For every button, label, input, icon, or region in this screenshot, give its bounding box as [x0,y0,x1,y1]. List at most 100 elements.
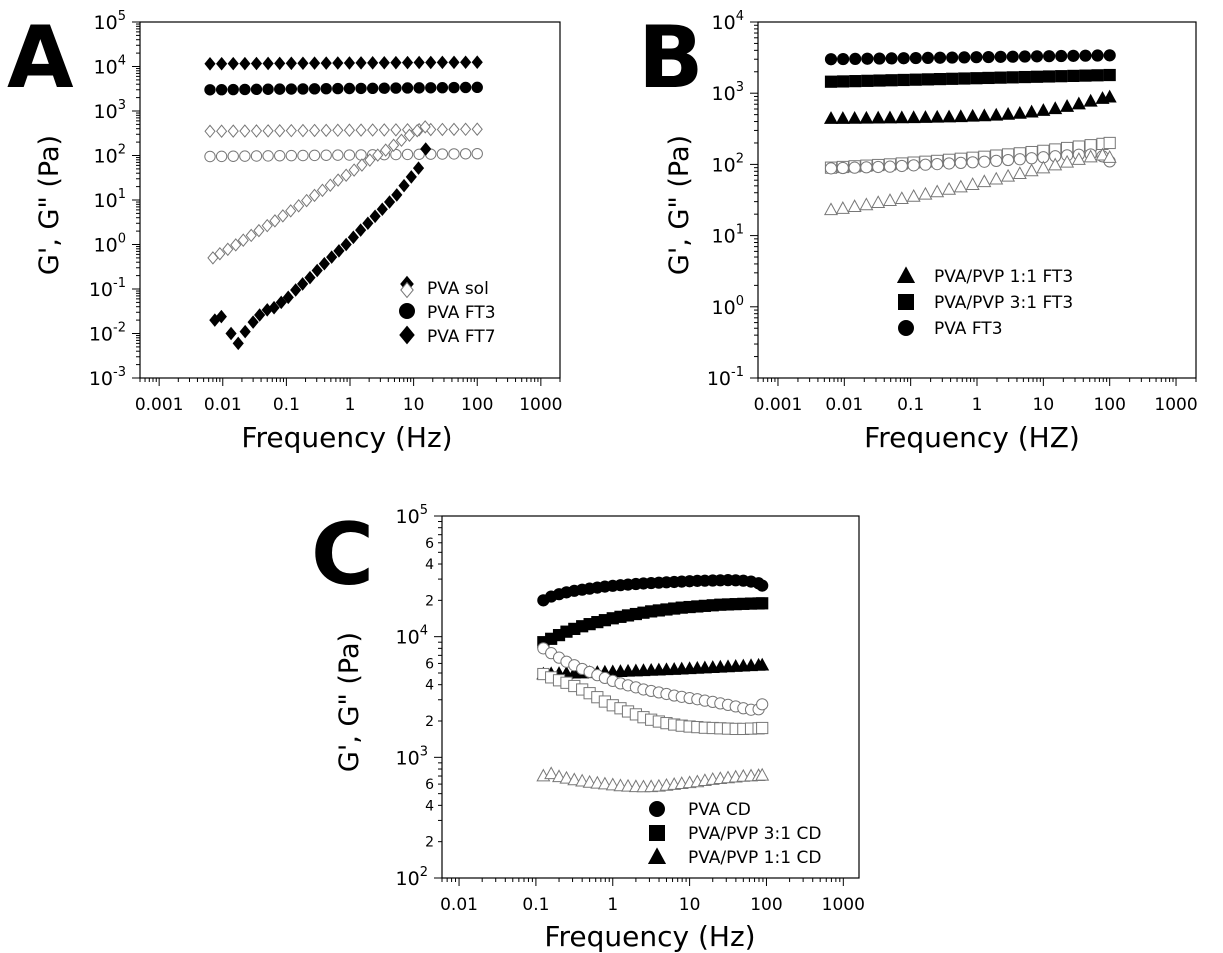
data-point [882,110,897,124]
data-point [883,160,897,173]
data-point [882,193,897,206]
x-tick-label: 1000 [519,395,562,415]
data-point [1025,152,1038,165]
data-point [419,120,431,134]
data-point [308,123,321,138]
x-tick-label: 1 [345,395,356,415]
data-point [1018,70,1031,84]
legend-label-pva-pvp-3-1-cd: PVA/PVP 3:1 CD [688,824,821,844]
series-pva-pvp-1-1-cd-g-double-prime [536,766,770,793]
data-point [250,150,263,162]
data-point [216,124,228,138]
data-point [847,199,862,212]
data-point [282,290,294,305]
y-tick-label: 10-1 [707,365,744,390]
data-point [597,776,612,790]
series-pva-ft3-g-double-prime [204,147,483,163]
legend-label-pva-pvp-3-1-ft3: PVA/PVP 3:1 FT3 [934,293,1073,313]
data-point [308,83,321,95]
data-point [909,73,922,86]
data-point [1071,96,1086,110]
data-point [285,149,298,162]
data-point [1012,166,1027,180]
data-point [755,657,770,671]
data-point [245,228,257,243]
data-point [872,160,885,174]
y-tick-label: 105 [396,503,428,528]
x-tick-label: 1000 [822,895,865,915]
y-tick-label: 10-1 [89,276,126,301]
legend-label-pva-pvp-1-1-cd: PVA/PVP 1:1 CD [688,848,821,868]
data-point [471,122,483,136]
data-point [755,767,770,781]
data-point [873,52,886,65]
legend-marker-pva-ft7 [399,325,415,345]
data-point [320,149,332,161]
data-point [398,178,410,193]
data-point [897,52,910,65]
y-minor-tick-label: 2 [425,714,434,730]
legend-marker [649,801,665,817]
data-point [448,122,460,137]
panel-c: C 0.01 0.1 1 10 100 1000 2 4 6 2 4 6 2 4 6 102 103 104 105… [311,503,865,953]
data-point [274,56,286,71]
panel-b: B 0.001 0.01 0.1 1 10 100 1000 10-1 100 101 102 103… [638,8,1198,454]
data-point [823,111,839,124]
series-pva-pvp-3-1-cd-g-double-prime [537,667,769,736]
legend-label-pva-cd: PVA CD [688,800,751,820]
data-point [921,73,935,86]
data-point [425,55,437,70]
data-point [1091,69,1104,82]
data-point [297,149,309,162]
data-point [297,56,309,71]
y-tick-label: 102 [94,143,126,168]
legend-label-pva-ft3: PVA FT3 [427,303,496,323]
data-point [873,74,886,87]
x-axis-label: Frequency (Hz) [544,920,755,953]
data-marks-a [204,55,483,351]
data-point [401,148,414,161]
data-point [250,124,263,138]
data-point [333,244,345,258]
data-point [401,82,414,94]
data-point [1001,168,1016,182]
legend-marker-pva-pvp-1-1-ft3 [896,266,916,283]
data-point [204,124,216,139]
data-point [921,51,935,64]
data-point [204,150,216,163]
x-tick-label: 0.001 [754,395,803,415]
data-point [871,110,886,124]
y-minor-tick-label: 6 [425,777,434,793]
data-point [567,772,582,786]
legend-marker-pva-sol [400,275,414,299]
data-point [227,150,239,162]
legend-marker [399,303,415,319]
panel-letter: A [7,8,74,108]
legend: PVA CD PVA/PVP 3:1 CD PVA/PVP 1:1 CD [647,800,821,868]
data-point [824,75,838,88]
data-point [320,83,332,95]
data-point [471,147,483,160]
data-point [355,223,367,237]
data-point [285,123,297,138]
legend: PVA sol PVA FT3 PVA FT7 [399,275,496,347]
data-point [756,698,769,711]
data-point [907,159,920,172]
series-pva-sol-g-double-prime [207,120,431,265]
x-tick-label: 0.01 [440,895,478,915]
axes-b: 0.001 0.01 0.1 1 10 100 1000 10-1 100 101 102 103 10… [707,9,1198,415]
data-point [1060,99,1075,112]
y-tick-label: 102 [396,865,428,890]
data-point [380,143,392,157]
data-point [332,56,344,70]
x-tick-label: 0.1 [273,395,300,415]
data-point [835,201,850,214]
data-point [355,123,367,137]
x-tick-label: 10 [403,395,425,415]
data-point [1036,160,1051,174]
legend-marker-pva-cd [649,801,665,817]
data-point [274,150,286,162]
data-point [275,295,287,310]
legend-marker [649,825,665,841]
x-tick-label: 1 [607,895,618,915]
